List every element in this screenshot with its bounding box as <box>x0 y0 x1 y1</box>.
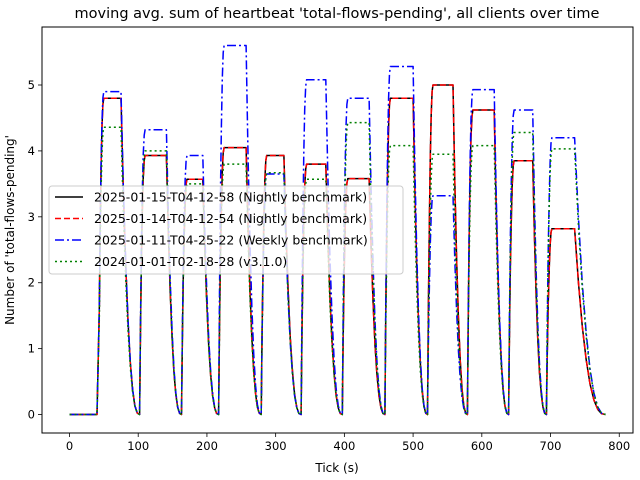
x-tick-label: 300 <box>265 439 287 453</box>
plot-frame <box>41 26 634 434</box>
y-tick-label: 0 <box>28 408 35 422</box>
legend-label-3: 2025-01-11-T04-25-22 (Weekly benchmark) <box>94 233 368 248</box>
y-axis-label: Number of 'total-flows-pending' <box>3 135 17 325</box>
y-axis: 0 1 2 3 4 5 <box>28 78 42 422</box>
series-line-4 <box>69 121 606 416</box>
x-tick-label: 500 <box>402 439 424 453</box>
chart-title: moving avg. sum of heartbeat 'total-flow… <box>75 6 600 22</box>
legend-box <box>48 185 404 275</box>
x-tick-label: 800 <box>608 439 630 453</box>
y-tick-label: 2 <box>28 276 35 290</box>
x-tick-label: 0 <box>66 439 73 453</box>
legend-items: 2025-01-15-T04-12-58 (Nightly benchmark)… <box>55 190 368 269</box>
x-tick-label: 700 <box>540 439 562 453</box>
x-tick-label: 400 <box>333 439 355 453</box>
legend-label-1: 2025-01-15-T04-12-58 (Nightly benchmark) <box>94 190 367 205</box>
legend-label-4: 2024-01-01-T02-18-28 (v3.1.0) <box>94 254 287 269</box>
legend-label-2: 2025-01-14-T04-12-54 (Nightly benchmark) <box>94 211 367 226</box>
y-tick-label: 4 <box>28 144 35 158</box>
series-layer <box>69 44 606 416</box>
x-tick-label: 100 <box>127 439 149 453</box>
y-tick-label: 5 <box>28 78 35 92</box>
x-axis-label: Tick (s) <box>314 461 358 475</box>
y-tick-label: 3 <box>28 210 35 224</box>
x-tick-label: 600 <box>471 439 493 453</box>
y-tick-label: 1 <box>28 342 35 356</box>
x-axis: 0 100 200 300 400 500 600 700 800 <box>66 433 630 453</box>
x-tick-label: 200 <box>196 439 218 453</box>
legend: 2025-01-15-T04-12-58 (Nightly benchmark)… <box>48 185 404 275</box>
